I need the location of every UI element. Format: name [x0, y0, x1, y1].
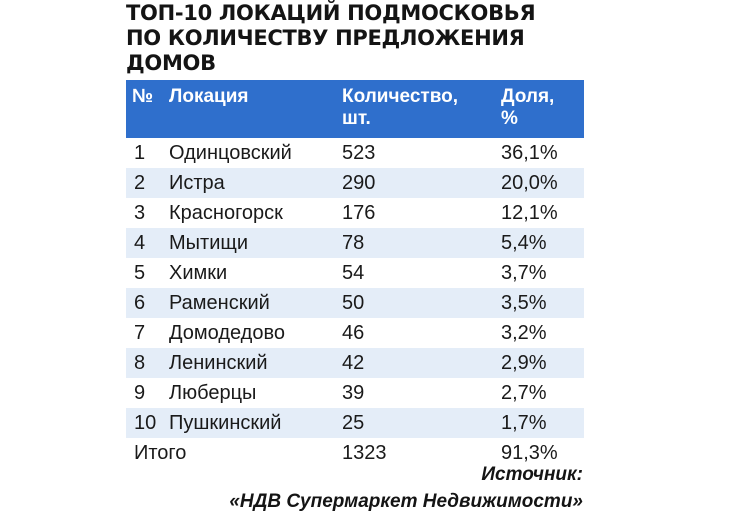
header-location: Локация [169, 86, 249, 107]
table-row: 4 Мытищи 78 5,4% [126, 228, 584, 258]
table-row: 3 Красногорск 176 12,1% [126, 198, 584, 228]
row-quantity: 42 [342, 352, 365, 374]
row-location: Люберцы [169, 382, 257, 404]
total-share: 91,3% [501, 442, 558, 464]
header-share: Доля, % [501, 86, 581, 130]
header-share-line-2: % [501, 108, 518, 129]
locations-table: № Локация Количество, шт. Доля, % 1 Один… [126, 80, 584, 468]
row-quantity: 78 [342, 232, 365, 254]
table-row: 7 Домодедово 46 3,2% [126, 318, 584, 348]
row-quantity: 54 [342, 262, 365, 284]
total-quantity: 1323 [342, 442, 387, 464]
source-label: Источник: [481, 464, 583, 485]
row-location: Красногорск [169, 202, 283, 224]
table-row: 10 Пушкинский 25 1,7% [126, 408, 584, 438]
row-num: 10 [134, 412, 157, 434]
header-quantity-line-1: Количество, [342, 86, 459, 107]
row-location: Ленинский [169, 352, 268, 374]
row-location: Одинцовский [169, 142, 292, 164]
row-share: 3,7% [501, 262, 547, 284]
table-row: 9 Люберцы 39 2,7% [126, 378, 584, 408]
source-name: «НДВ Супермаркет Недвижимости» [229, 491, 583, 512]
row-num: 9 [134, 382, 146, 404]
source-note: Источник: «НДВ Супермаркет Недвижимости» [229, 461, 583, 515]
header-quantity: Количество, шт. [342, 86, 492, 130]
table-row: 6 Раменский 50 3,5% [126, 288, 584, 318]
title-line-3: ДОМОВ [126, 51, 216, 75]
row-num: 1 [134, 142, 146, 164]
total-row: Итого 1323 91,3% [126, 438, 584, 468]
row-location: Пушкинский [169, 412, 282, 434]
row-share: 12,1% [501, 202, 558, 224]
row-share: 2,7% [501, 382, 547, 404]
row-num: 3 [134, 202, 146, 224]
total-label: Итого [134, 442, 187, 464]
table-title: ТОП-10 ЛОКАЦИЙ ПОДМОСКОВЬЯ ПО КОЛИЧЕСТВУ… [126, 1, 596, 76]
row-num: 7 [134, 322, 146, 344]
row-share: 5,4% [501, 232, 547, 254]
row-location: Раменский [169, 292, 270, 314]
table-row: 2 Истра 290 20,0% [126, 168, 584, 198]
row-quantity: 523 [342, 142, 376, 164]
row-quantity: 50 [342, 292, 365, 314]
header-num: № [132, 86, 154, 107]
row-num: 5 [134, 262, 146, 284]
row-share: 2,9% [501, 352, 547, 374]
title-line-1: ТОП-10 ЛОКАЦИЙ ПОДМОСКОВЬЯ [126, 1, 536, 25]
row-share: 20,0% [501, 172, 558, 194]
row-location: Мытищи [169, 232, 248, 254]
table-row: 8 Ленинский 42 2,9% [126, 348, 584, 378]
row-location: Домодедово [169, 322, 285, 344]
row-quantity: 39 [342, 382, 365, 404]
row-num: 8 [134, 352, 146, 374]
row-share: 3,2% [501, 322, 547, 344]
table-header: № Локация Количество, шт. Доля, % [126, 80, 584, 138]
row-share: 36,1% [501, 142, 558, 164]
row-quantity: 176 [342, 202, 376, 224]
row-quantity: 290 [342, 172, 376, 194]
title-line-2: ПО КОЛИЧЕСТВУ ПРЕДЛОЖЕНИЯ [126, 26, 525, 50]
table-row: 5 Химки 54 3,7% [126, 258, 584, 288]
row-share: 1,7% [501, 412, 547, 434]
row-location: Истра [169, 172, 225, 194]
header-share-line-1: Доля, [501, 86, 555, 107]
row-location: Химки [169, 262, 228, 284]
row-quantity: 46 [342, 322, 365, 344]
row-quantity: 25 [342, 412, 365, 434]
row-num: 2 [134, 172, 146, 194]
row-share: 3,5% [501, 292, 547, 314]
header-quantity-line-2: шт. [342, 108, 371, 129]
row-num: 6 [134, 292, 146, 314]
table-row: 1 Одинцовский 523 36,1% [126, 138, 584, 168]
row-num: 4 [134, 232, 146, 254]
